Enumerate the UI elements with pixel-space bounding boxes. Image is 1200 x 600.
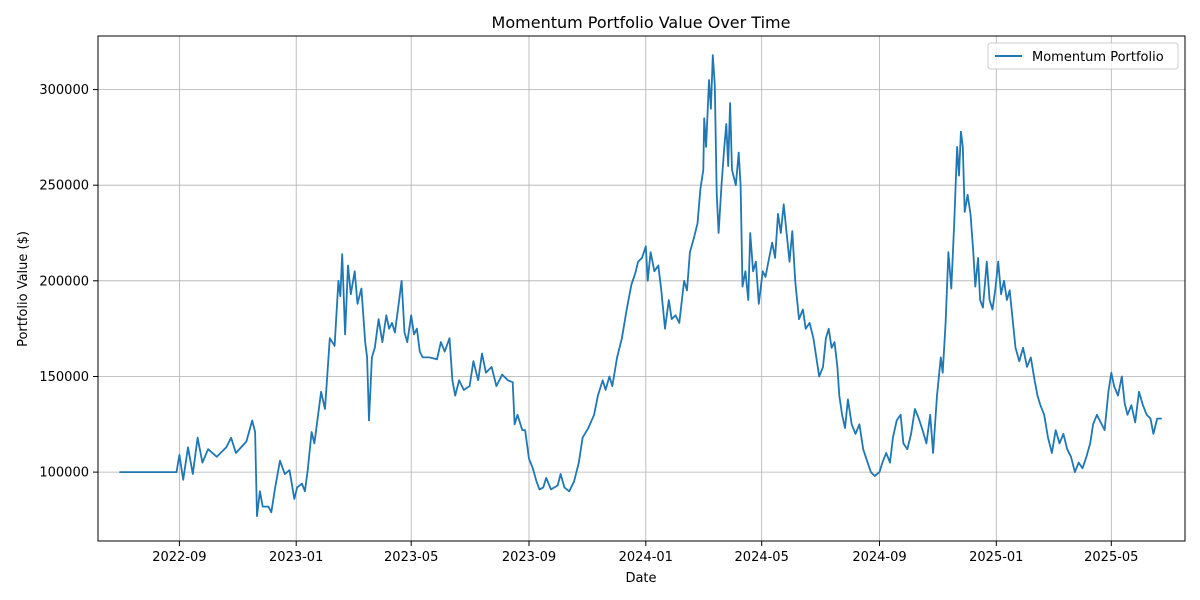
y-tick-label: 150000 (39, 370, 89, 385)
plot-area (98, 36, 1185, 541)
y-tick-label: 200000 (39, 274, 89, 289)
y-tick-label: 250000 (39, 179, 89, 194)
x-tick-label: 2023-09 (502, 550, 556, 565)
x-axis-label: Date (625, 571, 656, 586)
legend-box (987, 42, 1179, 70)
x-tick-label: 2024-09 (852, 550, 906, 565)
plot-frame (97, 35, 1186, 542)
x-tick-label: 2022-09 (152, 550, 206, 565)
y-tick-label: 100000 (39, 466, 89, 481)
chart-title: Momentum Portfolio Value Over Time (492, 13, 791, 32)
x-tick-label: 2023-01 (269, 550, 323, 565)
x-tick-label: 2023-05 (384, 550, 438, 565)
x-tick-label: 2024-01 (619, 550, 673, 565)
legend: Momentum Portfolio (987, 42, 1179, 70)
y-tick-label: 300000 (39, 83, 89, 98)
series-line-momentum-portfolio (119, 54, 1162, 517)
y-axis-ticks: 100000 150000 200000 250000 300000 (39, 83, 98, 481)
y-axis-label: Portfolio Value ($) (16, 231, 31, 347)
x-tick-label: 2025-01 (969, 550, 1023, 565)
series-layer (119, 54, 1162, 517)
x-tick-label: 2025-05 (1084, 550, 1138, 565)
legend-label: Momentum Portfolio (1032, 50, 1164, 65)
x-axis-ticks: 2022-09 2023-01 2023-05 2023-09 2024-01 2024-… (152, 541, 1138, 565)
grid-lines (98, 36, 1185, 541)
x-tick-label: 2024-05 (735, 550, 789, 565)
